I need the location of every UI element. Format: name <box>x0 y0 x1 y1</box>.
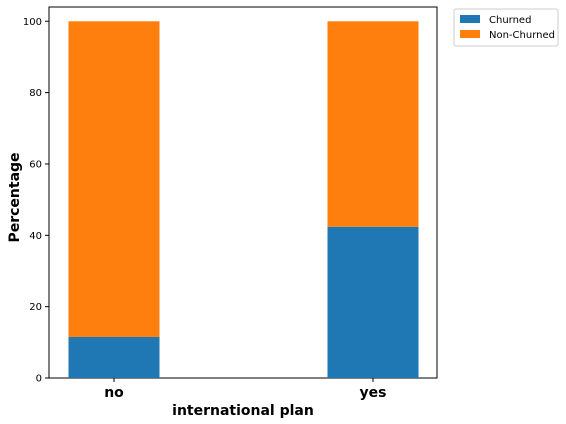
x-axis: no yes <box>104 378 386 401</box>
y-axis: 0 20 40 60 80 100 <box>23 17 49 385</box>
bar-non-churned-yes <box>327 21 419 227</box>
bar-churned-no <box>68 336 160 378</box>
y-tick-label: 100 <box>23 17 42 28</box>
y-tick-label: 60 <box>29 159 42 170</box>
x-tick-label-yes: yes <box>360 385 387 401</box>
x-axis-label: international plan <box>172 403 314 419</box>
legend-label-non-churned: Non-Churned <box>489 30 555 41</box>
y-tick-label: 40 <box>29 231 42 242</box>
plot-area: 0 20 40 60 80 100 no yes <box>23 6 438 401</box>
legend-swatch-non-churned <box>460 30 480 38</box>
bar-non-churned-no <box>68 21 160 337</box>
y-axis-label: Percentage <box>7 152 23 242</box>
y-tick-label: 80 <box>29 88 42 99</box>
plot-frame <box>48 6 438 379</box>
bar-churned-yes <box>327 226 419 378</box>
legend-swatch-churned <box>460 15 480 23</box>
x-tick-label-no: no <box>104 385 124 401</box>
y-tick-label: 0 <box>36 374 42 385</box>
legend: Churned Non-Churned <box>453 8 559 47</box>
bars <box>68 21 419 378</box>
legend-label-churned: Churned <box>489 15 531 26</box>
y-tick-label: 20 <box>29 302 42 313</box>
